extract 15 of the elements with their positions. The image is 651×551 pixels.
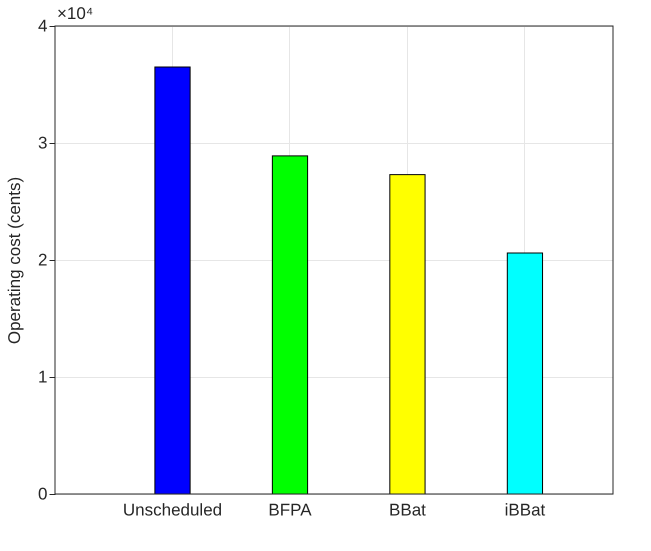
y-tick-label: 4 — [38, 16, 48, 36]
x-tick-label: BBat — [389, 500, 426, 520]
y-axis-title: Operating cost (cents) — [5, 176, 24, 344]
x-tick-label: iBBat — [504, 500, 546, 520]
bar — [272, 155, 308, 494]
y-tick-label: 2 — [38, 250, 48, 270]
y-tick-label: 3 — [38, 134, 48, 152]
x-tick-label: Unscheduled — [122, 500, 222, 520]
bar — [389, 174, 426, 494]
x-tick-label: BFPA — [268, 500, 312, 520]
bar — [506, 252, 544, 494]
text: ×10⁴ — [57, 4, 94, 23]
y-tick-label: 0 — [38, 484, 48, 504]
bar — [154, 66, 191, 494]
y-tick-label: 1 — [38, 368, 48, 386]
